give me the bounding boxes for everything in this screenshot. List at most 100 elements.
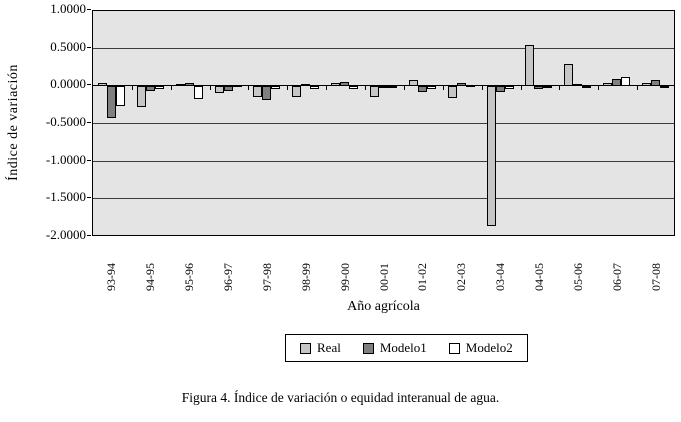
legend-label: Real [317,340,341,355]
bar-modelo1-03-04 [495,86,505,92]
y-tick-mark [87,9,91,10]
y-axis-title: Índice de variación [6,64,21,181]
bar-modelo2-01-02 [426,86,436,90]
bar-real-05-06 [564,64,574,87]
category-tick-mark [481,86,483,91]
category-tick-mark [637,86,639,91]
category-tick-mark [209,86,211,91]
bar-modelo2-97-98 [271,86,281,90]
bar-real-07-08 [642,82,652,87]
legend-label: Modelo1 [379,340,427,355]
bar-real-02-03 [447,86,457,98]
bar-modelo2-95-96 [193,86,203,100]
bar-modelo2-00-01 [388,86,397,89]
bar-modelo2-03-04 [504,86,514,90]
legend-item-modelo1: Modelo1 [362,340,427,356]
bar-real-00-01 [370,86,379,97]
bar-modelo1-07-08 [651,80,661,87]
bar-modelo1-00-01 [379,86,388,89]
bar-modelo1-93-94 [106,86,116,118]
x-axis-title: Año agrícola [347,299,420,314]
x-tick-label: 07-08 [648,263,663,291]
x-tick-label: 99-00 [337,263,352,291]
x-tick-label: 98-99 [298,263,313,291]
bar-modelo2-99-00 [349,86,359,89]
y-tick-label: -1.0000 [45,151,86,167]
y-tick-mark [87,122,91,123]
bar-modelo1-06-07 [612,78,622,87]
bar-real-04-05 [525,44,535,87]
category-tick-mark [131,86,133,91]
bar-modelo1-97-98 [262,86,272,100]
bar-modelo2-06-07 [621,76,631,87]
modelo2-swatch-icon [448,342,460,354]
x-tick-label: 93-94 [104,263,119,291]
category-tick-mark [559,86,561,91]
x-tick-label: 97-98 [259,263,274,291]
y-tick-mark [87,235,91,236]
bar-real-01-02 [408,80,418,87]
bar-modelo2-96-97 [232,84,242,87]
bar-modelo1-05-06 [573,84,583,87]
legend-item-real: Real [300,340,341,356]
bar-real-99-00 [331,83,341,87]
bar-modelo1-98-99 [301,84,311,87]
plot-area [92,10,675,236]
bar-modelo2-05-06 [582,85,592,88]
category-tick-mark [598,86,600,91]
bar-real-97-98 [253,86,263,97]
category-tick-mark [520,86,522,91]
x-tick-label: 04-05 [531,263,546,291]
bar-real-06-07 [603,82,613,87]
y-tick-mark [87,84,91,86]
y-tick-label: 0.0000 [50,76,86,92]
category-tick-mark [442,86,444,91]
x-tick-label: 03-04 [493,263,508,291]
real-swatch-icon [300,342,311,354]
bar-modelo2-02-03 [465,84,475,87]
y-tick-mark [87,159,91,161]
bar-modelo2-94-95 [154,86,164,89]
legend-item-modelo2: Modelo2 [448,340,513,356]
y-tick-mark [87,46,91,48]
bar-modelo1-02-03 [456,83,466,87]
y-tick-label: -2.0000 [45,227,86,242]
bar-modelo2-93-94 [115,86,125,106]
modelo1-swatch-icon [362,342,374,354]
x-tick-label: 05-06 [570,263,585,291]
category-tick-mark [403,86,405,91]
x-axis-zero-line [93,85,674,87]
category-tick-mark [170,86,172,91]
bar-modelo1-04-05 [534,86,544,90]
x-tick-label: 94-95 [143,263,158,291]
x-tick-label: 96-97 [221,263,236,291]
bar-modelo1-99-00 [340,81,350,87]
bar-modelo2-04-05 [543,86,553,89]
y-tick-label: 0.5000 [50,38,86,54]
bar-modelo1-94-95 [145,86,155,91]
gridline [93,47,674,49]
y-tick-label: 1.0000 [50,1,86,16]
category-tick-mark [326,86,328,91]
x-tick-label: 00-01 [376,263,391,291]
bar-real-96-97 [214,86,224,94]
bar-real-93-94 [97,83,107,87]
category-tick-mark [248,86,250,91]
y-tick-label: -0.5000 [45,114,86,129]
bar-real-94-95 [136,86,146,108]
bar-real-98-99 [292,86,302,97]
legend-label: Modelo2 [465,340,513,355]
x-tick-label: 06-07 [609,263,624,291]
figure-caption: Figura 4. Índice de variación o equidad … [181,390,500,405]
x-tick-label: 95-96 [182,263,197,291]
category-tick-mark [365,86,367,91]
bar-modelo2-98-99 [310,86,320,90]
y-tick-mark [87,197,91,199]
bar-modelo1-01-02 [417,86,427,92]
legend: Real Modelo1 Modelo2 [285,334,528,362]
gridline [93,198,674,200]
bar-modelo1-96-97 [223,86,233,91]
bar-modelo1-95-96 [184,83,194,87]
category-tick-mark [287,86,289,91]
